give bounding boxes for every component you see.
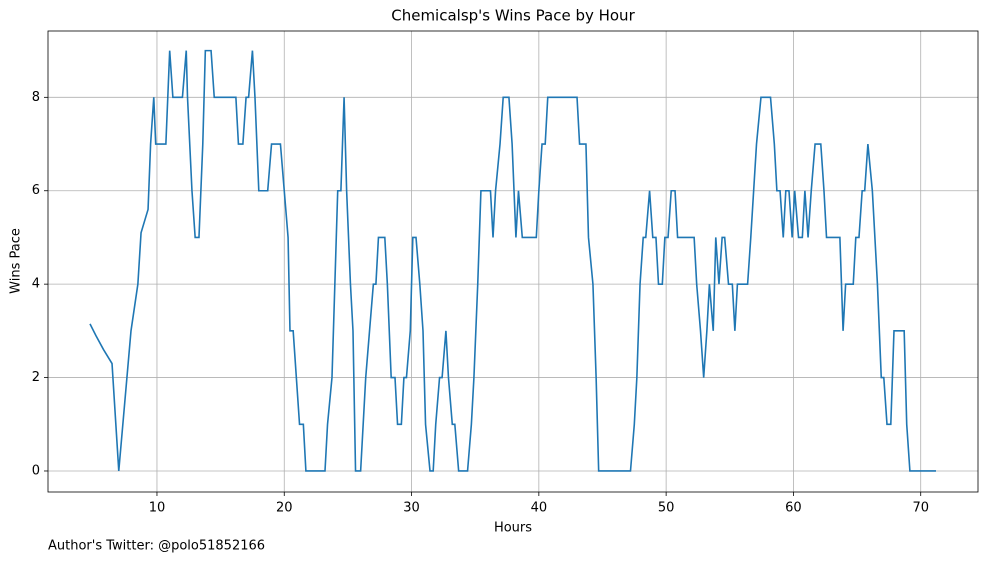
x-tick-label: 60 [785, 501, 802, 516]
x-axis-label: Hours [494, 521, 532, 536]
plot-frame [47, 30, 979, 493]
x-tick-label: 10 [149, 501, 166, 516]
x-tick-label: 40 [531, 501, 548, 516]
y-axis-label: Wins Pace [9, 228, 24, 294]
x-tick-label: 20 [276, 501, 293, 516]
x-tick-label: 50 [658, 501, 675, 516]
y-tick-label: 2 [32, 370, 40, 385]
y-tick-label: 4 [32, 277, 40, 292]
x-tick-label: 30 [403, 501, 420, 516]
x-tick-label: 70 [912, 501, 929, 516]
y-tick-label: 8 [32, 90, 40, 105]
data-line [89, 49, 936, 472]
note: Author's Twitter: @polo51852166 [48, 539, 265, 554]
y-tick-label: 6 [32, 183, 40, 198]
chart-title: Chemicalsp's Wins Pace by Hour [391, 7, 635, 25]
y-tick-label: 0 [32, 463, 40, 478]
